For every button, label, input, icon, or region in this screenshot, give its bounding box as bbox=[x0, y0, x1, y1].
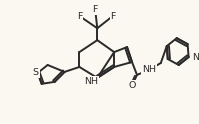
Text: O: O bbox=[128, 81, 136, 90]
Text: NH: NH bbox=[142, 65, 156, 74]
Text: F: F bbox=[77, 12, 82, 21]
Text: NH: NH bbox=[84, 77, 98, 86]
Text: N: N bbox=[192, 53, 199, 62]
Text: F: F bbox=[93, 5, 98, 14]
Text: F: F bbox=[110, 12, 116, 21]
Text: S: S bbox=[33, 68, 39, 77]
